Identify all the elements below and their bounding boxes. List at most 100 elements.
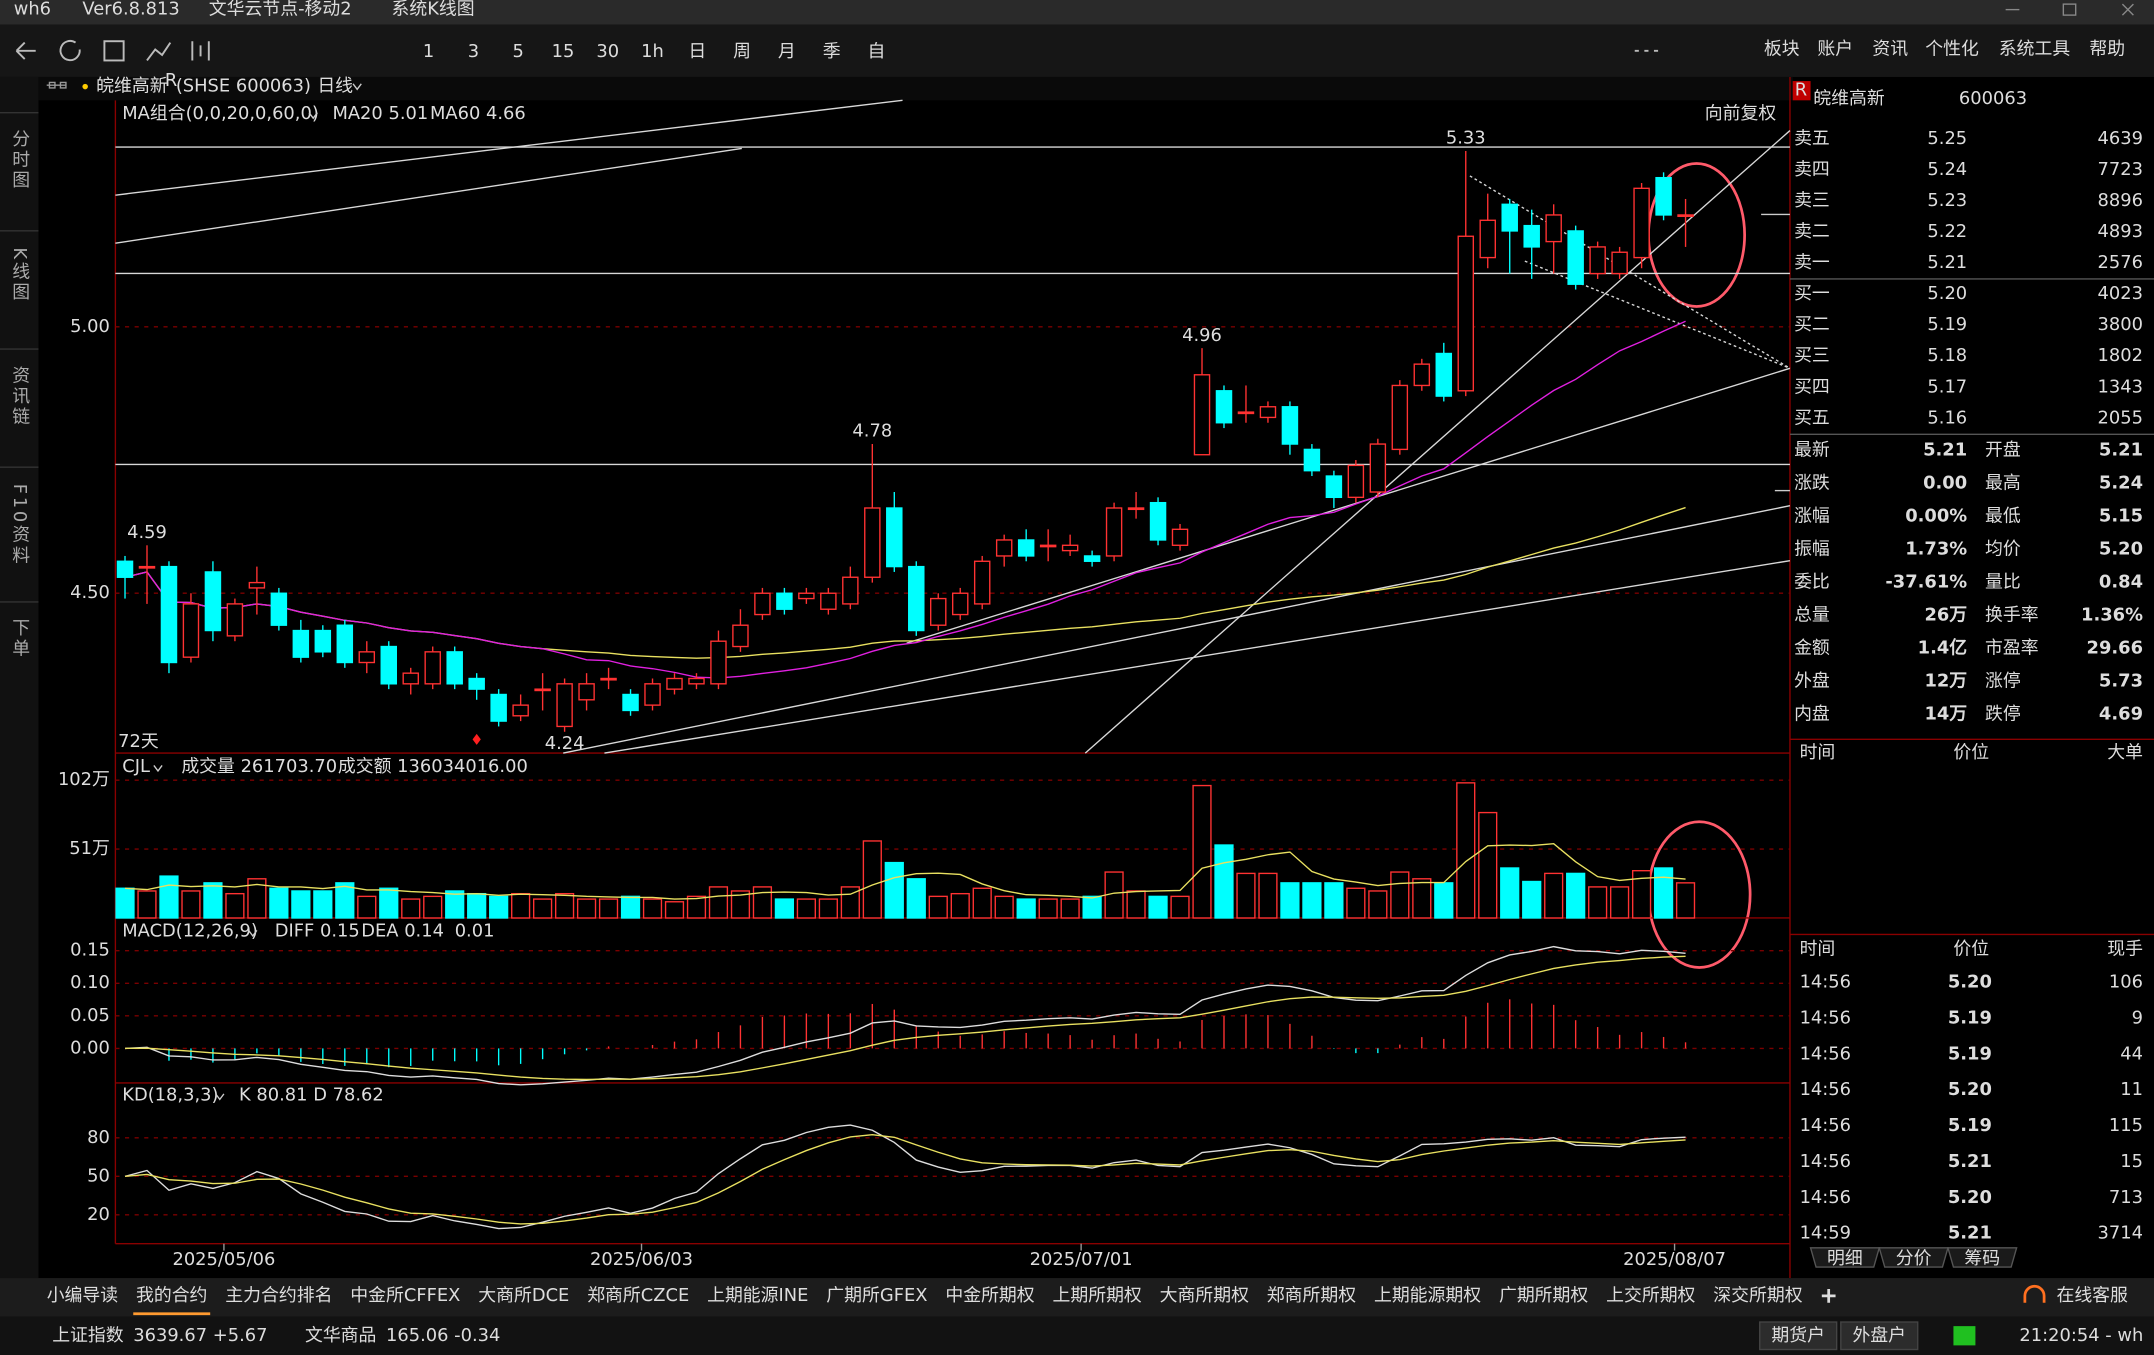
volume-text: 成交量 261703.70 — [181, 756, 337, 777]
candle-body — [314, 629, 332, 653]
trade-time: 14:59 — [1800, 1223, 1851, 1244]
period-button[interactable]: 月 — [778, 41, 796, 62]
trend-line — [1084, 130, 1791, 754]
market-tab[interactable]: 我的合约 — [136, 1285, 207, 1306]
link-icon — [46, 81, 67, 89]
volume-bar — [1214, 844, 1234, 919]
ma20-label: MA20 5.01 — [332, 103, 428, 124]
volume-bar — [1566, 872, 1586, 919]
volume-bar — [1522, 880, 1542, 919]
d-line — [124, 1133, 1686, 1225]
stat-label: 开盘 — [1985, 440, 2021, 461]
market-tab[interactable]: 大商所DCE — [478, 1285, 569, 1306]
market-tab[interactable]: 上交所期权 — [1606, 1285, 1695, 1306]
menu-item[interactable]: 板块 — [1764, 38, 1800, 59]
period-select[interactable]: 日线 — [317, 76, 353, 97]
menu-item[interactable]: 账户 — [1817, 38, 1853, 59]
stat-label: 金额 — [1794, 638, 1830, 659]
period-button[interactable]: 1h — [641, 41, 664, 62]
y-tick-label: 0.15 — [70, 940, 110, 961]
period-button[interactable]: 季 — [823, 41, 841, 62]
period-button[interactable]: 自 — [868, 41, 886, 62]
dropdown-chevron — [153, 765, 163, 773]
period-button[interactable]: 周 — [733, 41, 751, 62]
sidebar-tab[interactable]: 下单 — [9, 618, 30, 659]
dea-line — [125, 955, 1686, 1081]
volume-bar — [1280, 882, 1300, 919]
book-volume: 2055 — [2098, 407, 2143, 428]
sidebar-tab[interactable]: 分时图 — [9, 129, 30, 191]
market-tab[interactable]: 郑商所CZCE — [587, 1285, 689, 1306]
menu-item[interactable]: 系统工具 — [1999, 38, 2071, 59]
candle-body — [1391, 384, 1409, 451]
market-tab[interactable]: 郑商所期权 — [1267, 1285, 1356, 1306]
market-tab[interactable]: 上期能源期权 — [1374, 1285, 1481, 1306]
y-tick-label: 0.10 — [70, 972, 110, 993]
candle-body — [1655, 176, 1672, 216]
stock-code: 600063 — [1959, 88, 2027, 109]
volume-bar — [1390, 871, 1410, 919]
stat-value: 0.00% — [1905, 506, 1967, 527]
market-tab[interactable]: 上期能源INE — [707, 1285, 808, 1306]
instrument-code: (SHSE 600063) — [176, 76, 311, 97]
panel-tab-label[interactable]: 明细 — [1827, 1248, 1863, 1269]
d-label: D 78.62 — [313, 1084, 384, 1105]
candle-body — [1303, 448, 1321, 472]
menu-item[interactable]: 帮助 — [2089, 38, 2125, 59]
market-tab[interactable]: 中金所CFFEX — [350, 1285, 460, 1306]
y-tick-label: 51万 — [69, 838, 110, 859]
period-button[interactable]: 15 — [552, 41, 575, 62]
period-button[interactable]: 日 — [688, 41, 706, 62]
market-tab[interactable]: 主力合约排名 — [225, 1285, 332, 1306]
book-price: 5.20 — [1927, 283, 1967, 304]
candle-body — [512, 704, 529, 717]
period-button[interactable]: 3 — [468, 41, 479, 62]
sidebar-tab[interactable]: K线图 — [9, 247, 30, 303]
market-tab[interactable]: 广期所GFEX — [826, 1285, 927, 1306]
sidebar-tab[interactable]: 资讯链 — [9, 365, 30, 427]
stat-label: 量比 — [1985, 572, 2021, 593]
panel-tab-label[interactable]: 筹码 — [1964, 1248, 2000, 1269]
column-header: 时间 — [1800, 742, 1836, 763]
candle-body — [424, 651, 441, 685]
signal-icon — [1953, 1326, 1976, 1346]
volume-bar — [972, 887, 992, 919]
book-label: 卖四 — [1794, 159, 1830, 180]
account-button[interactable]: 期货户 — [1771, 1325, 1825, 1346]
stat-value: 14万 — [1924, 704, 1967, 725]
menu-item[interactable]: 个性化 — [1925, 38, 1979, 59]
period-button[interactable]: 5 — [512, 41, 523, 62]
trade-price: 5.19 — [1948, 1043, 1992, 1064]
ma60-label: MA60 4.66 — [430, 103, 526, 124]
volume-bar — [906, 878, 926, 919]
stat-label: 委比 — [1794, 572, 1830, 593]
service-link[interactable]: 在线客服 — [2056, 1285, 2128, 1306]
volume-bar — [489, 895, 509, 919]
market-tab[interactable]: 大商所期权 — [1160, 1285, 1249, 1306]
window-tab: 文华云节点-移动2 — [209, 0, 352, 20]
volume-bar — [664, 901, 685, 919]
candle-body — [864, 507, 881, 578]
volume-bar — [620, 895, 641, 919]
panel-tab-label[interactable]: 分价 — [1896, 1248, 1932, 1269]
sidebar-tab[interactable]: F10资料 — [9, 484, 30, 566]
market-tab[interactable]: 广期所期权 — [1499, 1285, 1588, 1306]
period-button[interactable]: 1 — [423, 41, 434, 62]
dropdown-chevron — [248, 929, 258, 938]
candle-body — [1369, 443, 1387, 493]
market-tab[interactable]: 小编导读 — [47, 1285, 119, 1306]
market-tab[interactable]: 上期所期权 — [1053, 1285, 1142, 1306]
trade-price: 5.19 — [1948, 1007, 1992, 1028]
trend-line — [1524, 260, 1791, 369]
stat-value: 5.21 — [1923, 440, 1967, 461]
menu-item[interactable]: 资讯 — [1872, 38, 1908, 59]
stat-label: 跌停 — [1985, 704, 2021, 725]
book-price: 5.17 — [1927, 376, 1967, 397]
period-button[interactable]: 30 — [596, 41, 619, 62]
restore — [2062, 3, 2077, 16]
market-tab[interactable]: 深交所期权 — [1713, 1285, 1802, 1306]
market-tab[interactable]: 中金所期权 — [945, 1285, 1034, 1306]
trade-time: 14:56 — [1800, 972, 1851, 993]
account-button[interactable]: 外盘户 — [1852, 1325, 1906, 1346]
volume-bar — [554, 892, 575, 919]
